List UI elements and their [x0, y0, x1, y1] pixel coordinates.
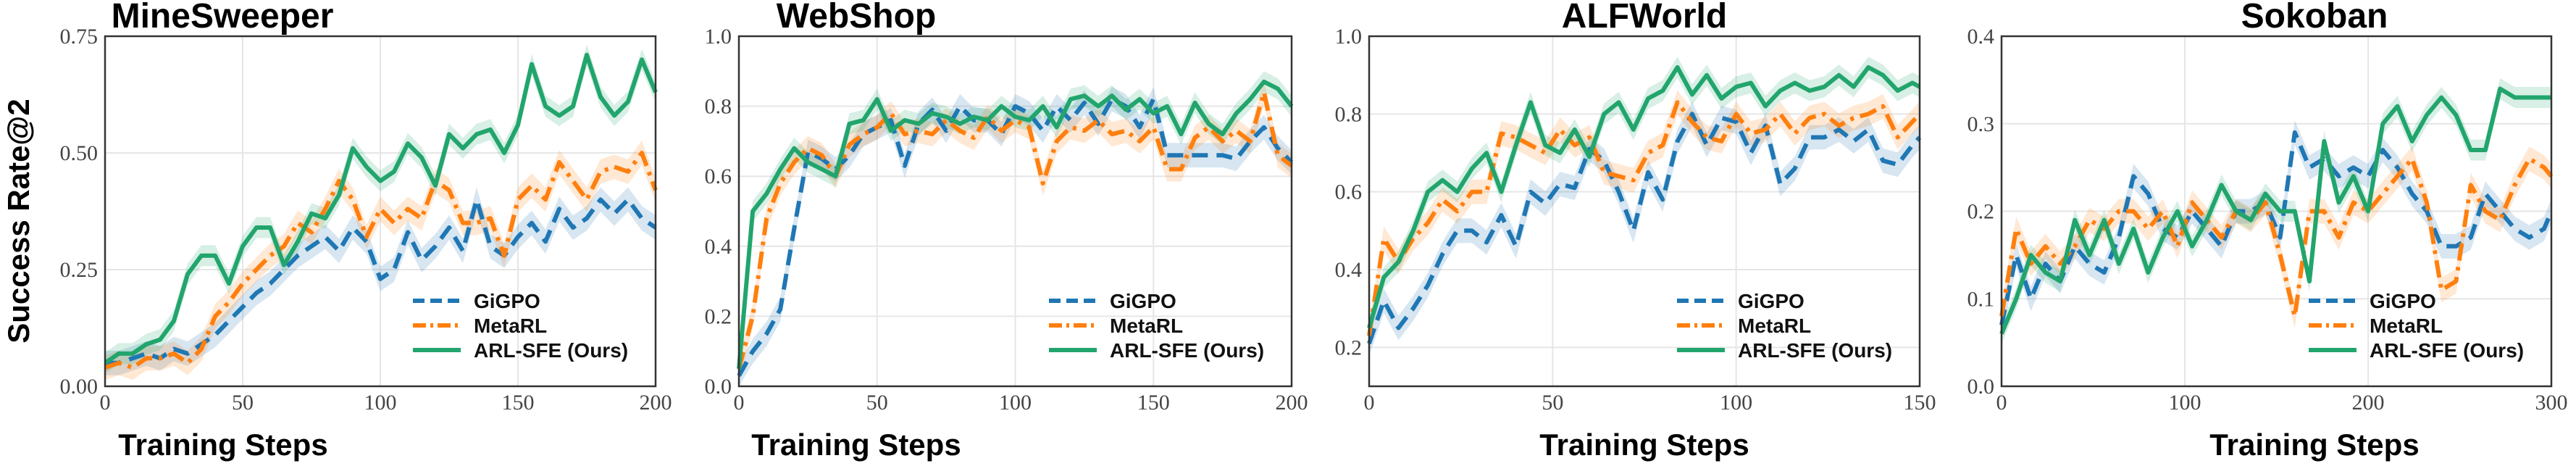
x-tick-label: 150 [1137, 391, 1170, 415]
legend-label: ARL-SFE (Ours) [1110, 339, 1264, 362]
legend-label: MetaRL [2370, 315, 2443, 337]
panel-title: MineSweeper [112, 0, 334, 36]
series-line [1367, 112, 1922, 344]
series-line [737, 96, 1294, 377]
y-tick-label: 0.50 [60, 141, 99, 165]
x-tick-label: 50 [866, 391, 888, 415]
x-tick-label: 0 [100, 391, 111, 415]
panel-title: WebShop [777, 0, 936, 36]
legend-label: MetaRL [474, 315, 547, 337]
series-line [1999, 130, 2554, 326]
series-line [1999, 86, 2551, 335]
y-tick-label: 0.75 [60, 25, 99, 49]
x-tick-label: 200 [2352, 391, 2385, 415]
y-tick-label: 0.3 [1967, 112, 1995, 136]
legend-label: ARL-SFE (Ours) [2370, 339, 2524, 362]
x-tick-label: 0 [1364, 391, 1375, 415]
plot-area: 0 50 100 150 0.2 0.4 0.6 0.8 1.0 GiGPO MetaRLARL-S… [1335, 25, 1936, 415]
y-tick-label: 0.8 [1335, 102, 1363, 126]
x-axis-label: Training Steps [1539, 428, 1749, 462]
legend-label: GiGPO [1110, 290, 1176, 312]
confidence-band [1369, 57, 1920, 339]
series-line [104, 151, 658, 370]
legend-label: GiGPO [1738, 290, 1805, 312]
x-tick-label: 150 [1904, 391, 1936, 415]
panel-minesweeper: MineSweeper 0 50 100 150 200 0.00 0.25 0.50 0.75… [60, 0, 672, 462]
panel-sokoban: Sokoban 0 100 200 300 0.0 0.1 0.2 0.3 0.4 GiGPO Me… [1967, 0, 2568, 462]
plot-area: 0 50 100 150 200 0.00 0.25 0.50 0.75 GiGPO MetaRLA… [60, 25, 672, 415]
y-tick-label: 0.25 [60, 258, 99, 282]
plot-frame [2000, 35, 2553, 388]
y-tick-label: 0.00 [60, 375, 99, 399]
y-tick-label: 0.4 [705, 235, 732, 259]
series-line [737, 79, 1294, 370]
x-axis-label: Training Steps [2209, 428, 2419, 462]
y-tick-label: 0.2 [705, 304, 732, 328]
legend-label: MetaRL [1110, 315, 1183, 337]
confidence-band [2002, 78, 2551, 344]
confidence-band [105, 141, 656, 380]
legend-label: ARL-SFE (Ours) [1738, 339, 1892, 362]
y-tick-label: 0.4 [1335, 258, 1363, 282]
x-tick-label: 300 [2535, 391, 2568, 415]
legend-label: GiGPO [2370, 290, 2436, 312]
x-tick-label: 100 [1720, 391, 1752, 415]
series-line [105, 197, 657, 365]
y-tick-label: 0.2 [1335, 336, 1363, 359]
y-tick-label: 1.0 [705, 25, 732, 49]
x-tick-label: 100 [999, 391, 1032, 415]
x-tick-label: 0 [1996, 391, 2007, 415]
x-tick-label: 200 [1276, 391, 1308, 415]
legend-label: GiGPO [474, 290, 540, 312]
series-line [1367, 100, 1922, 336]
x-tick-label: 200 [640, 391, 672, 415]
confidence-band [1369, 101, 1920, 356]
y-tick-label: 0.0 [1967, 375, 1995, 399]
x-tick-label: 100 [364, 391, 397, 415]
panel-title: Sokoban [2241, 0, 2388, 36]
y-tick-label: 1.0 [1335, 25, 1363, 49]
y-tick-label: 0.8 [705, 95, 732, 119]
x-tick-label: 100 [2169, 391, 2201, 415]
y-tick-label: 0.0 [705, 375, 732, 399]
x-tick-label: 0 [734, 391, 745, 415]
x-tick-label: 150 [502, 391, 535, 415]
y-tick-label: 0.1 [1967, 287, 1995, 311]
series-line [1999, 157, 2554, 319]
x-tick-label: 50 [232, 391, 254, 415]
y-axis-label: Success Rate@2 [1, 99, 35, 343]
series-line [1367, 65, 1921, 329]
panel-alfworld: ALFWorld 0 50 100 150 0.2 0.4 0.6 0.8 1.0 GiGPO Me… [1335, 0, 1936, 462]
y-tick-label: 0.2 [1967, 200, 1995, 224]
x-axis-label: Training Steps [118, 428, 327, 462]
y-tick-label: 0.6 [705, 165, 732, 188]
legend-label: ARL-SFE (Ours) [474, 339, 628, 362]
x-tick-label: 50 [1542, 391, 1563, 415]
panel-title: ALFWorld [1562, 0, 1727, 36]
plot-area: 0 100 200 300 0.0 0.1 0.2 0.3 0.4 GiGPO MetaRLARL-… [1967, 25, 2568, 415]
plot-frame [737, 35, 1293, 388]
plot-area: 0 50 100 150 200 0.0 0.2 0.4 0.6 0.8 1.0 GiGPO MetaR… [705, 25, 1308, 415]
confidence-band [2002, 120, 2551, 338]
x-axis-label: Training Steps [751, 428, 961, 462]
series-line [104, 52, 658, 365]
y-tick-label: 0.4 [1967, 25, 1995, 49]
plot-frame [104, 35, 657, 388]
panel-webshop: WebShop 0 50 100 150 200 0.0 0.2 0.4 0.6 0.8 1.0 Gi… [705, 0, 1308, 462]
plot-frame [1368, 35, 1921, 388]
legend-label: MetaRL [1738, 315, 1811, 337]
y-tick-label: 0.6 [1335, 180, 1363, 204]
